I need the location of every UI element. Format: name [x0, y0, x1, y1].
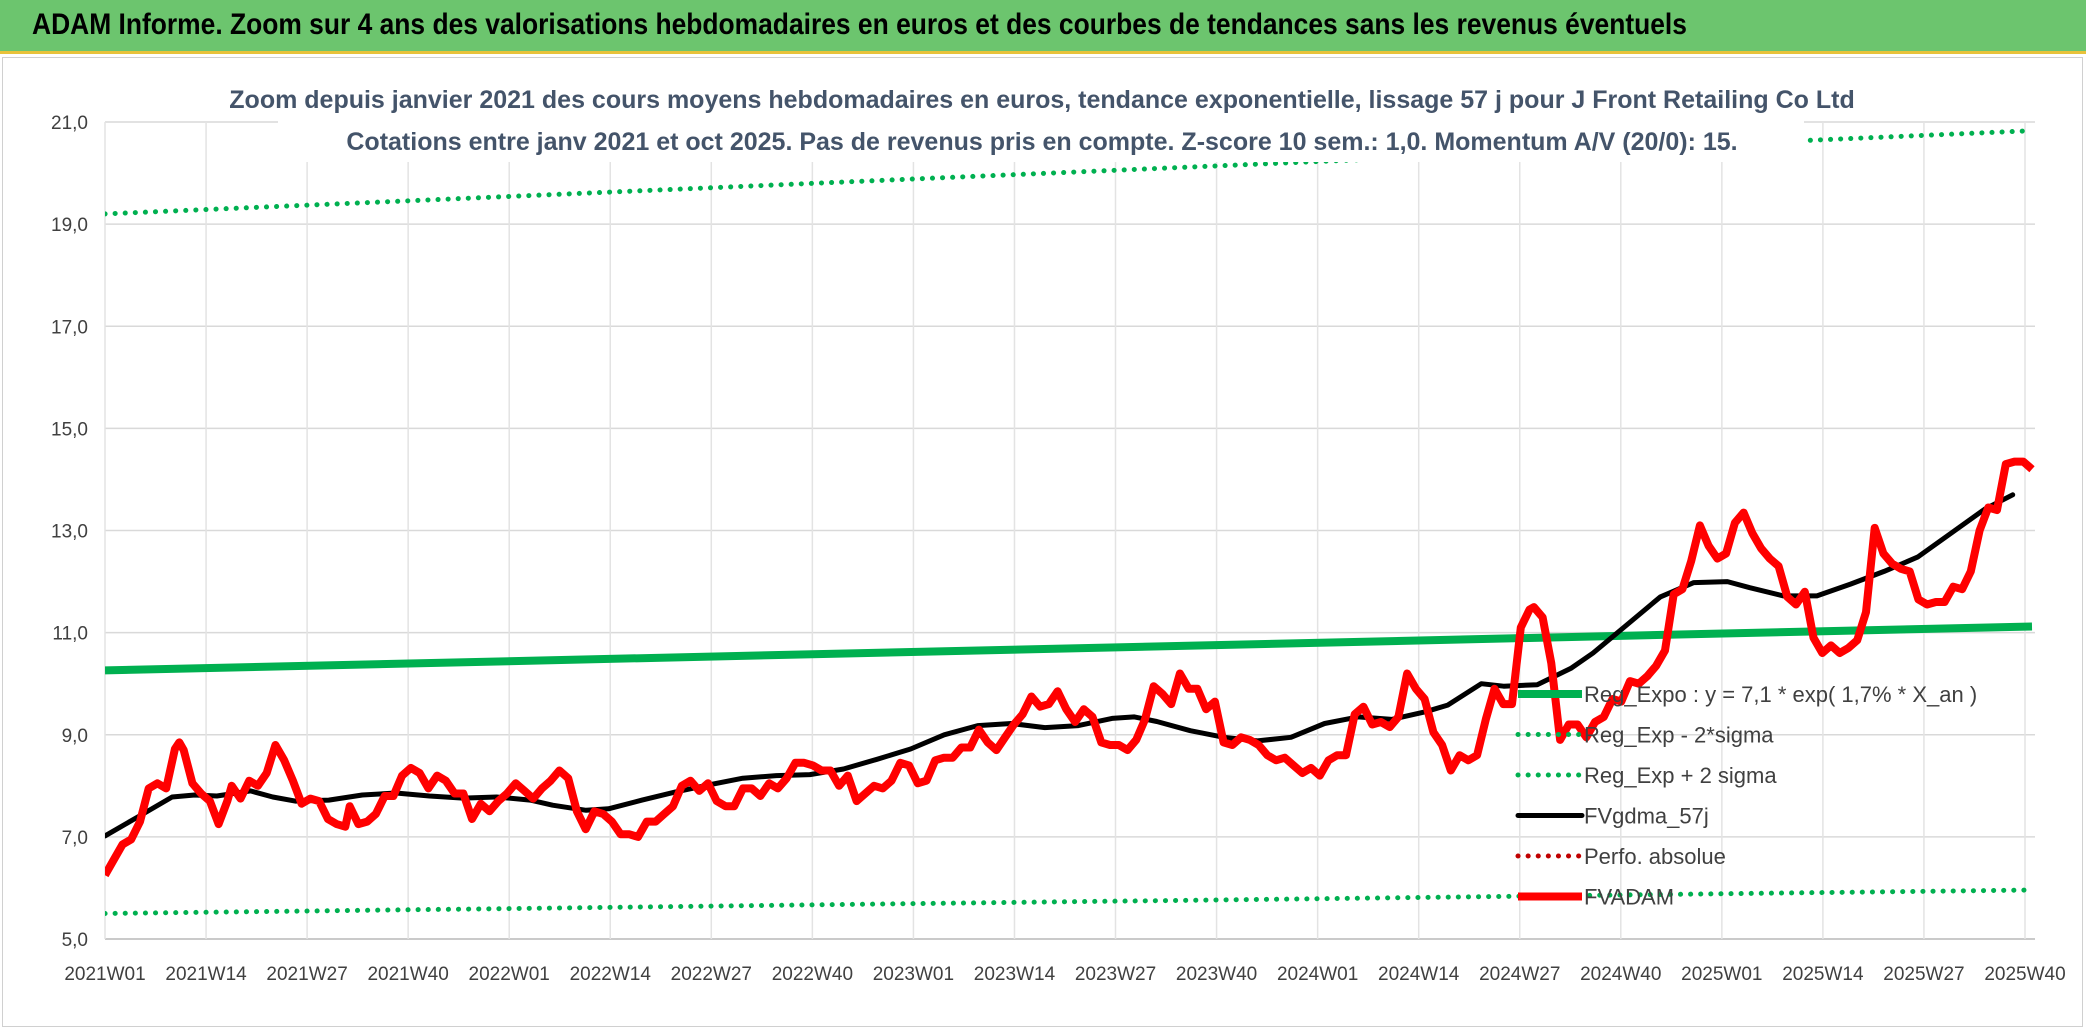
x-tick-label: 2023W14 — [974, 964, 1056, 985]
legend-perfo-absolue-label: Perfo. absolue — [1584, 844, 1726, 869]
x-tick-label: 2021W01 — [64, 964, 145, 985]
y-tick-label: 17,0 — [51, 317, 88, 338]
legend-fvadam: FVADAM — [1518, 885, 1674, 910]
x-tick-label: 2023W01 — [873, 964, 954, 985]
x-tick-label: 2021W27 — [266, 964, 347, 985]
x-grid — [104, 122, 2026, 939]
legend-reg-expo: Reg_Expo : y = 7,1 * exp( 1,7% * X_an ) — [1518, 682, 1977, 707]
report-title: ADAM Informe. Zoom sur 4 ans des valoris… — [32, 8, 1687, 41]
legend-fvgdma-57j-label: FVgdma_57j — [1584, 804, 1709, 829]
chart-subtitle: Cotations entre janv 2021 et oct 2025. P… — [346, 128, 1737, 156]
y-tick-label: 13,0 — [51, 522, 88, 543]
legend-reg-plus-2sigma-label: Reg_Exp + 2 sigma — [1584, 763, 1777, 788]
series-reg-expo — [105, 622, 2033, 675]
y-tick-label: 21,0 — [51, 113, 88, 134]
x-tick-label: 2025W40 — [1984, 964, 2065, 985]
legend-perfo-absolue: Perfo. absolue — [1515, 844, 1726, 869]
y-tick-label: 15,0 — [51, 419, 88, 440]
y-tick-label: 11,0 — [52, 624, 88, 645]
x-tick-label: 2025W01 — [1681, 964, 1762, 985]
x-tick-label: 2022W40 — [772, 964, 853, 985]
series-fvadam — [105, 457, 2035, 878]
y-axis: 5,0 7,0 9,0 11,0 13,0 15,0 17,0 19,0 21,0 — [51, 113, 88, 951]
series-reg-minus-2sigma — [105, 887, 2035, 916]
x-tick-label: 2021W14 — [165, 964, 247, 985]
x-tick-label: 2022W27 — [671, 964, 752, 985]
x-tick-label: 2024W14 — [1378, 964, 1460, 985]
x-tick-label: 2024W40 — [1580, 964, 1661, 985]
grid — [105, 121, 2035, 940]
y-tick-label: 19,0 — [51, 215, 88, 236]
x-tick-label: 2021W40 — [367, 964, 448, 985]
chart-frame — [2, 57, 2083, 1027]
y-tick-label: 9,0 — [62, 726, 88, 747]
chart-title: Zoom depuis janvier 2021 des cours moyen… — [229, 86, 1854, 114]
report-banner: ADAM Informe. Zoom sur 4 ans des valoris… — [0, 0, 2086, 54]
series-fvgdma-57j — [105, 492, 2016, 839]
y-tick-label: 5,0 — [62, 930, 88, 951]
legend-fvgdma-57j: FVgdma_57j — [1515, 804, 1709, 829]
x-tick-label: 2022W01 — [469, 964, 550, 985]
x-tick-label: 2024W01 — [1277, 964, 1358, 985]
x-axis: 2021W01 2021W14 2021W27 2021W40 2022W01 2022W… — [64, 964, 2065, 985]
x-tick-label: 2024W27 — [1479, 964, 1560, 985]
x-tick-label: 2022W14 — [570, 964, 652, 985]
legend: Reg_Expo : y = 7,1 * exp( 1,7% * X_an ) R… — [1515, 682, 1977, 910]
x-tick-label: 2023W27 — [1075, 964, 1156, 985]
series-area — [105, 128, 2035, 916]
x-tick-label: 2025W14 — [1782, 964, 1864, 985]
legend-reg-minus-2sigma: Reg_Exp - 2*sigma — [1515, 723, 1774, 748]
legend-reg-minus-2sigma-label: Reg_Exp - 2*sigma — [1584, 723, 1774, 748]
title-background — [278, 78, 1804, 162]
legend-reg-expo-label: Reg_Expo : y = 7,1 * exp( 1,7% * X_an ) — [1584, 682, 1977, 707]
x-tick-label: 2023W40 — [1176, 964, 1257, 985]
x-tick-label: 2025W27 — [1883, 964, 1964, 985]
legend-reg-plus-2sigma: Reg_Exp + 2 sigma — [1515, 763, 1777, 788]
y-tick-label: 7,0 — [62, 828, 88, 849]
legend-fvadam-label: FVADAM — [1584, 885, 1674, 910]
